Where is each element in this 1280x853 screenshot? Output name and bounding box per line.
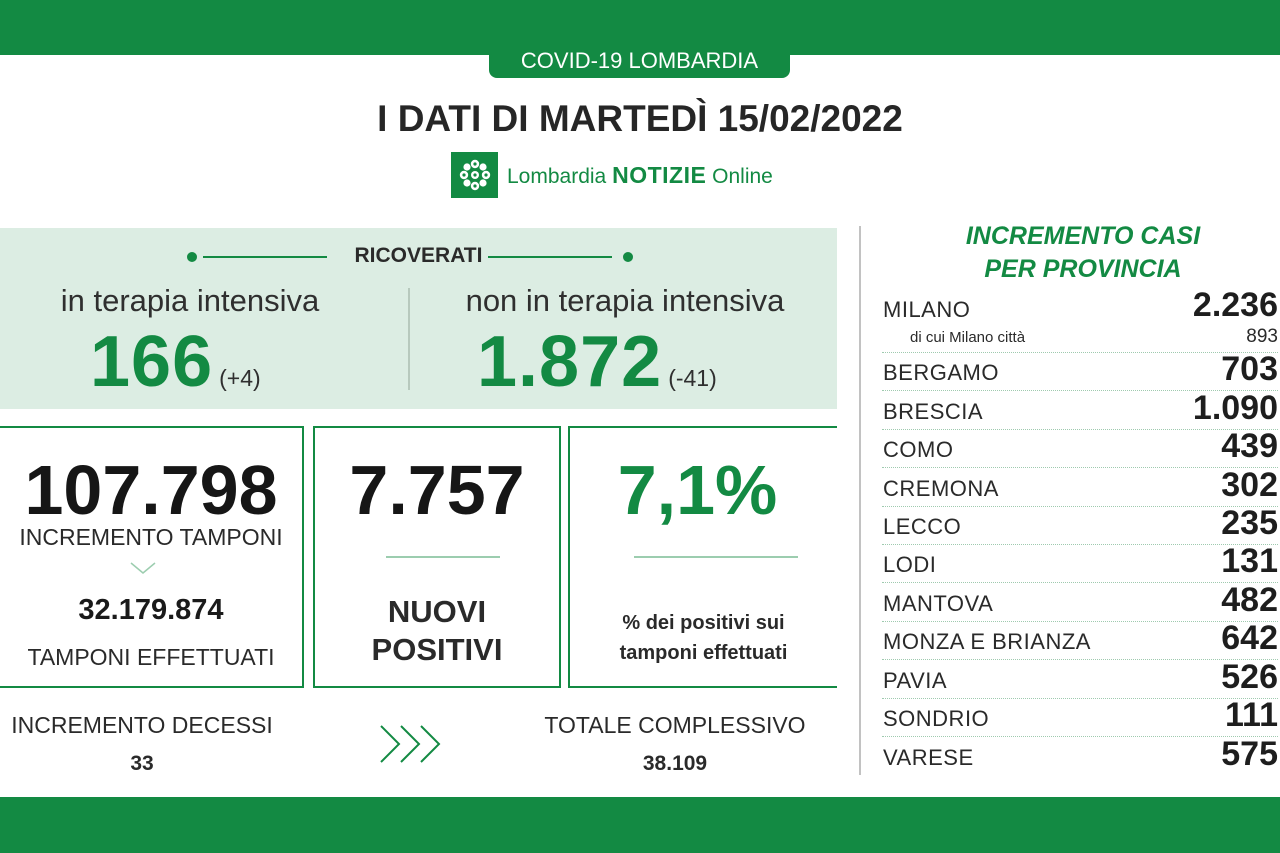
- province-name: SONDRIO: [883, 705, 990, 731]
- percentuale-divider: [634, 556, 798, 558]
- decor-dot-right: [623, 252, 633, 262]
- province-row: BRESCIA 1.090: [882, 388, 1278, 430]
- decor-line-left: [203, 256, 327, 258]
- percentuale-label-line1: % dei positivi sui: [622, 612, 785, 634]
- province-row: BERGAMO 703: [882, 350, 1278, 392]
- non-intensive-value-group: 1.872 (-41): [477, 321, 717, 403]
- province-value: 302: [1221, 465, 1278, 504]
- decessi-total-value: 38.109: [642, 752, 708, 775]
- province-title-line2: PER PROVINCIA: [984, 255, 1182, 283]
- percentuale-value: 7,1%: [617, 451, 778, 529]
- non-intensive-label: non in terapia intensiva: [465, 283, 785, 318]
- province-value: 526: [1221, 657, 1278, 696]
- decessi-total-label: TOTALE COMPLESSIVO: [544, 712, 806, 738]
- column-divider: [859, 226, 861, 775]
- province-name: MILANO: [883, 297, 971, 322]
- decor-line-right: [488, 256, 612, 258]
- tamponi-total-value: 32.179.874: [78, 594, 224, 626]
- province-name: LECCO: [883, 513, 962, 539]
- intensive-value-group: 166 (+4): [90, 321, 261, 403]
- province-name: CREMONA: [883, 475, 999, 501]
- province-value: 482: [1221, 580, 1278, 619]
- province-row: CREMONA 302: [882, 465, 1278, 507]
- positivi-label-line1: NUOVI: [387, 594, 487, 629]
- non-intensive-delta: (-41): [668, 365, 717, 391]
- tamponi-increment-label: INCREMENTO TAMPONI: [19, 524, 283, 550]
- milano-city-label: di cui Milano città: [910, 329, 1026, 346]
- province-name: MANTOVA: [883, 590, 994, 616]
- decessi-total: TOTALE COMPLESSIVO 38.109: [534, 712, 816, 776]
- chevron-down-icon: [130, 562, 156, 574]
- province-title: INCREMENTO CASI PER PROVINCIA: [922, 220, 1244, 286]
- decessi-increment-label: INCREMENTO DECESSI: [11, 712, 273, 738]
- bottom-band: [0, 797, 1280, 853]
- brand-logo: Lombardia NOTIZIE Online: [451, 152, 773, 198]
- ricoverati-panel: RICOVERATI in terapia intensiva 166 (+4)…: [0, 228, 837, 409]
- province-row: MONZA E BRIANZA 642: [882, 619, 1278, 661]
- province-name: MONZA E BRIANZA: [883, 629, 1091, 655]
- decor-dot-left: [187, 252, 197, 262]
- positivi-label-line2: POSITIVI: [371, 632, 503, 667]
- milano-city-value: 893: [1246, 326, 1278, 347]
- ricoverati-title: RICOVERATI: [354, 244, 483, 267]
- province-row-milano: MILANO 2.236 di cui Milano città 893: [882, 286, 1278, 353]
- intensive-value: 166: [90, 322, 214, 402]
- province-title-line1: INCREMENTO CASI: [965, 222, 1201, 250]
- tamponi-increment-value: 107.798: [24, 451, 278, 529]
- province-value: 703: [1221, 350, 1278, 389]
- chevrons-right-icon: [380, 725, 441, 763]
- percentuale-card: 7,1% % dei positivi sui tamponi effettua…: [568, 426, 837, 688]
- non-intensive-value: 1.872: [477, 322, 663, 402]
- decessi-increment-value: 33: [130, 752, 154, 775]
- province-value: 575: [1221, 735, 1278, 774]
- header-ribbon: COVID-19 LOMBARDIA: [489, 46, 790, 78]
- brand-suffix: Online: [712, 164, 773, 188]
- province-row: LECCO 235: [882, 503, 1278, 545]
- province-row: LODI 131: [882, 542, 1278, 584]
- top-band: [0, 0, 1280, 55]
- lombardy-rose-icon: [451, 152, 498, 198]
- province-row: MANTOVA 482: [882, 580, 1278, 622]
- province-value: 1.090: [1192, 388, 1278, 427]
- brand-prefix: Lombardia: [507, 164, 607, 188]
- province-value: 642: [1221, 619, 1278, 658]
- positivi-value: 7.757: [349, 451, 525, 529]
- positivi-divider: [386, 556, 500, 558]
- province-value: 439: [1221, 427, 1278, 466]
- ricoverati-divider: [408, 288, 410, 390]
- intensive-delta: (+4): [219, 365, 261, 391]
- brand-name: Lombardia NOTIZIE Online: [507, 162, 773, 189]
- province-list: MILANO 2.236 di cui Milano città 893 BER…: [882, 286, 1278, 775]
- province-name: PAVIA: [883, 667, 948, 693]
- page-title: I DATI DI MARTEDÌ 15/02/2022: [377, 98, 903, 139]
- province-value: 2.236: [1192, 286, 1278, 324]
- province-row: PAVIA 526: [882, 657, 1278, 699]
- tamponi-card: 107.798 INCREMENTO TAMPONI 32.179.874 TA…: [0, 426, 304, 688]
- province-name: BERGAMO: [883, 360, 999, 386]
- province-name: LODI: [883, 552, 937, 578]
- province-row: COMO 439: [882, 427, 1278, 469]
- province-row: SONDRIO 111: [882, 695, 1278, 737]
- percentuale-label-line2: tamponi effettuati: [619, 642, 788, 664]
- province-row: VARESE 575: [882, 735, 1278, 775]
- tamponi-total-label: TAMPONI EFFETTUATI: [27, 644, 275, 670]
- province-value: 131: [1221, 542, 1278, 581]
- province-value: 235: [1221, 503, 1278, 542]
- intensive-label: in terapia intensiva: [60, 283, 320, 318]
- decessi-increment: INCREMENTO DECESSI 33: [0, 712, 284, 776]
- province-value: 111: [1225, 695, 1278, 734]
- province-name: COMO: [883, 437, 954, 463]
- positivi-card: 7.757 NUOVI POSITIVI: [313, 426, 561, 688]
- province-name: VARESE: [883, 745, 974, 771]
- brand-strong: NOTIZIE: [612, 161, 707, 188]
- province-name: BRESCIA: [883, 398, 984, 424]
